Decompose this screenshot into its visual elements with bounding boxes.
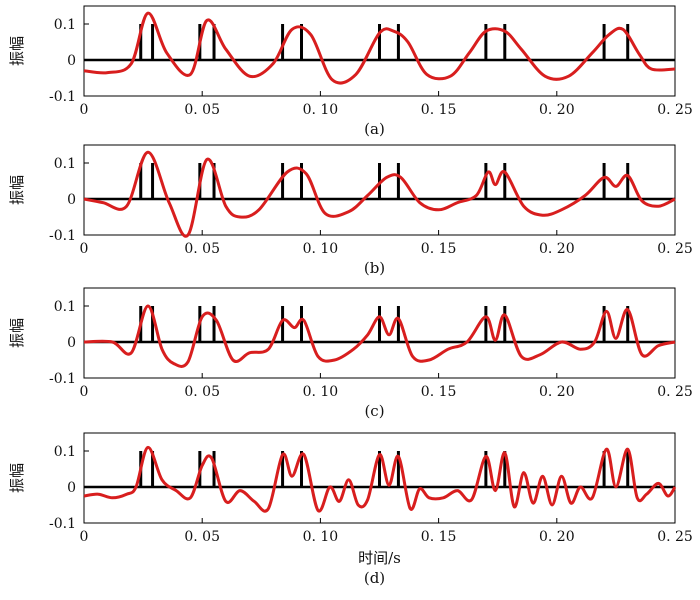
x-tick-label: 0. 25 <box>657 102 693 118</box>
x-tick-label: 0. 20 <box>539 384 575 400</box>
x-tick-label: 0. 25 <box>657 241 693 257</box>
plot-frame <box>83 432 676 524</box>
x-axis-label: 时间/s <box>358 549 401 567</box>
y-tick-label: -0.1 <box>49 228 76 244</box>
x-tick-label: 0. 05 <box>184 384 220 400</box>
panel-caption: (a) <box>364 120 385 138</box>
y-tick-label: 0 <box>67 53 76 69</box>
y-tick-label: -0.1 <box>49 371 76 387</box>
y-tick-label: 0.1 <box>54 444 76 460</box>
plot-frame <box>83 5 676 97</box>
x-tick-label: 0. 15 <box>421 102 457 118</box>
y-tick-label: 0.1 <box>54 17 76 33</box>
x-tick-label: 0. 20 <box>539 241 575 257</box>
y-tick-label: 0 <box>67 480 76 496</box>
y-axis-label: 振幅 <box>8 463 26 493</box>
signal-line-1 <box>83 304 676 368</box>
x-tick-label: 0. 25 <box>657 529 693 545</box>
panel-caption: (b) <box>364 259 385 277</box>
plot-frame <box>83 287 676 379</box>
x-tick-label: 0. 15 <box>421 384 457 400</box>
x-tick-label: 0. 15 <box>421 241 457 257</box>
x-tick-label: 0. 15 <box>421 529 457 545</box>
signal-line-1 <box>83 445 677 513</box>
x-tick-label: 0 <box>80 529 89 545</box>
y-tick-label: -0.1 <box>49 516 76 532</box>
x-tick-label: 0. 10 <box>303 384 339 400</box>
y-tick-label: -0.1 <box>49 89 76 105</box>
signal-line-1 <box>83 11 676 85</box>
x-tick-label: 0. 10 <box>303 241 339 257</box>
y-tick-label: 0 <box>67 335 76 351</box>
x-tick-label: 0 <box>80 241 89 257</box>
x-tick-label: 0. 10 <box>303 102 339 118</box>
x-tick-label: 0 <box>80 384 89 400</box>
y-tick-label: 0.1 <box>54 299 76 315</box>
chart-panel-4: 0.10-0.10 0. 05 0. 10 0. 15 0. 20 0. 25振幅时间/s… <box>8 432 693 587</box>
x-tick-label: 0 <box>80 102 89 118</box>
panel-caption: (c) <box>364 402 384 420</box>
x-tick-label: 0. 05 <box>184 241 220 257</box>
y-tick-label: 0 <box>67 192 76 208</box>
panel-caption: (d) <box>364 569 385 587</box>
y-axis-label: 振幅 <box>8 175 26 205</box>
plot-frame <box>83 144 676 236</box>
x-tick-label: 0. 25 <box>657 384 693 400</box>
y-tick-label: 0.1 <box>54 156 76 172</box>
y-axis-label: 振幅 <box>8 36 26 66</box>
x-tick-label: 0. 20 <box>539 102 575 118</box>
x-tick-label: 0. 20 <box>539 529 575 545</box>
x-tick-label: 0. 05 <box>184 529 220 545</box>
x-tick-label: 0. 10 <box>303 529 339 545</box>
x-tick-label: 0. 05 <box>184 102 220 118</box>
y-axis-label: 振幅 <box>8 318 26 348</box>
signal-line-1 <box>83 150 676 238</box>
